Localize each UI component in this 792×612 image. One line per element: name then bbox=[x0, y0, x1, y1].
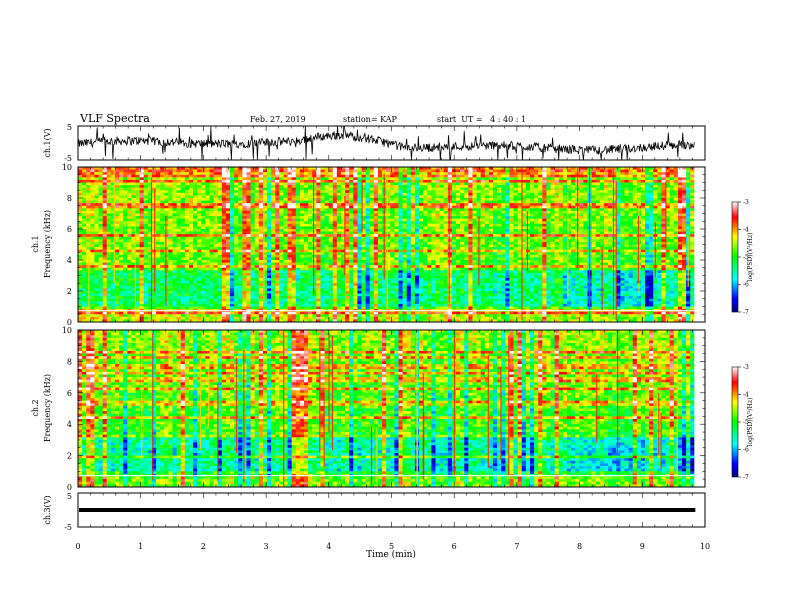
ch3-ytick-minus5: -5 bbox=[64, 523, 72, 532]
x-axis-label: Time (min) bbox=[366, 549, 416, 560]
frequency-tick-label: 6 bbox=[67, 225, 72, 234]
ch1-frequency-ylabel: Frequency (kHz) bbox=[43, 210, 52, 278]
frequency-tick-label: 10 bbox=[62, 163, 72, 172]
ch1-voltage-panel: 5 -5 ch.1(V) bbox=[43, 123, 705, 163]
figure-title: VLF Spectra bbox=[80, 112, 150, 125]
ch1-colorbar: -3-4-5-6-7 log(PSD)(V²/Hz) bbox=[732, 199, 754, 316]
ch1-spectrogram bbox=[78, 167, 705, 322]
frequency-tick-label: 4 bbox=[67, 420, 72, 429]
colorbar-tick-label: -3 bbox=[743, 199, 749, 206]
ch2-channel-label: ch.2 bbox=[31, 399, 40, 416]
station-label: station= KAP bbox=[343, 115, 397, 124]
x-tick-label: 3 bbox=[264, 542, 269, 551]
x-tick-label: 9 bbox=[640, 542, 645, 551]
ch1-channel-label: ch.1 bbox=[31, 235, 40, 252]
ch2-colorbar-label: log(PSD)(V²/Hz) bbox=[747, 398, 754, 447]
frequency-tick-label: 10 bbox=[62, 326, 72, 335]
ch2-colorbar: -3-4-5-6-7 log(PSD)(V²/Hz) bbox=[732, 364, 754, 481]
ch2-frequency-ylabel: Frequency (kHz) bbox=[43, 374, 52, 442]
frequency-tick-label: 2 bbox=[67, 452, 72, 461]
colorbar-tick-label: -7 bbox=[743, 309, 749, 316]
ch2-spectrogram bbox=[78, 330, 705, 487]
start-ut-label: start UT = 4 : 40 : 1 bbox=[437, 115, 526, 124]
frequency-tick-label: 6 bbox=[67, 389, 72, 398]
ch3-voltage-trace bbox=[79, 508, 695, 512]
x-tick-label: 6 bbox=[452, 542, 457, 551]
frequency-tick-label: 0 bbox=[67, 483, 72, 492]
ch3-voltage-ylabel: ch.3(V) bbox=[43, 495, 52, 524]
ch3-voltage-panel: 5 -5 ch.3(V) bbox=[43, 492, 705, 532]
x-tick-label: 8 bbox=[577, 542, 582, 551]
colorbar-tick-label: -6 bbox=[743, 282, 749, 289]
frequency-tick-label: 2 bbox=[67, 287, 72, 296]
ch1-ytick-5: 5 bbox=[67, 123, 72, 132]
ch1-ytick-minus5: -5 bbox=[64, 154, 72, 163]
x-tick-label: 1 bbox=[138, 542, 143, 551]
x-tick-label: 4 bbox=[326, 542, 331, 551]
frequency-tick-label: 8 bbox=[67, 357, 72, 366]
ch3-ytick-5: 5 bbox=[67, 492, 72, 501]
colorbar-tick-label: -7 bbox=[743, 474, 749, 481]
x-tick-label: 0 bbox=[75, 542, 80, 551]
ch2-spectrogram-panel: 0 2 4 6 8 10 ch.2 Frequency (kHz) bbox=[31, 326, 705, 492]
colorbar-tick-label: -4 bbox=[743, 392, 749, 399]
frequency-tick-label: 4 bbox=[67, 256, 72, 265]
colorbar-tick-label: -3 bbox=[743, 364, 749, 371]
x-tick-label: 7 bbox=[514, 542, 519, 551]
ch1-colorbar-label: log(PSD)(V²/Hz) bbox=[747, 233, 754, 282]
frequency-tick-label: 8 bbox=[67, 194, 72, 203]
colorbar-tick-label: -4 bbox=[743, 227, 749, 234]
ch1-voltage-ylabel: ch.1(V) bbox=[43, 128, 52, 157]
x-tick-label: 10 bbox=[700, 542, 710, 551]
date-label: Feb. 27, 2019 bbox=[250, 115, 306, 124]
colorbar-tick-label: -6 bbox=[743, 447, 749, 454]
vlf-figure: 5 -5 ch.1(V) 0246810 ch.1 Frequency (kHz… bbox=[0, 0, 792, 612]
x-tick-label: 2 bbox=[201, 542, 206, 551]
